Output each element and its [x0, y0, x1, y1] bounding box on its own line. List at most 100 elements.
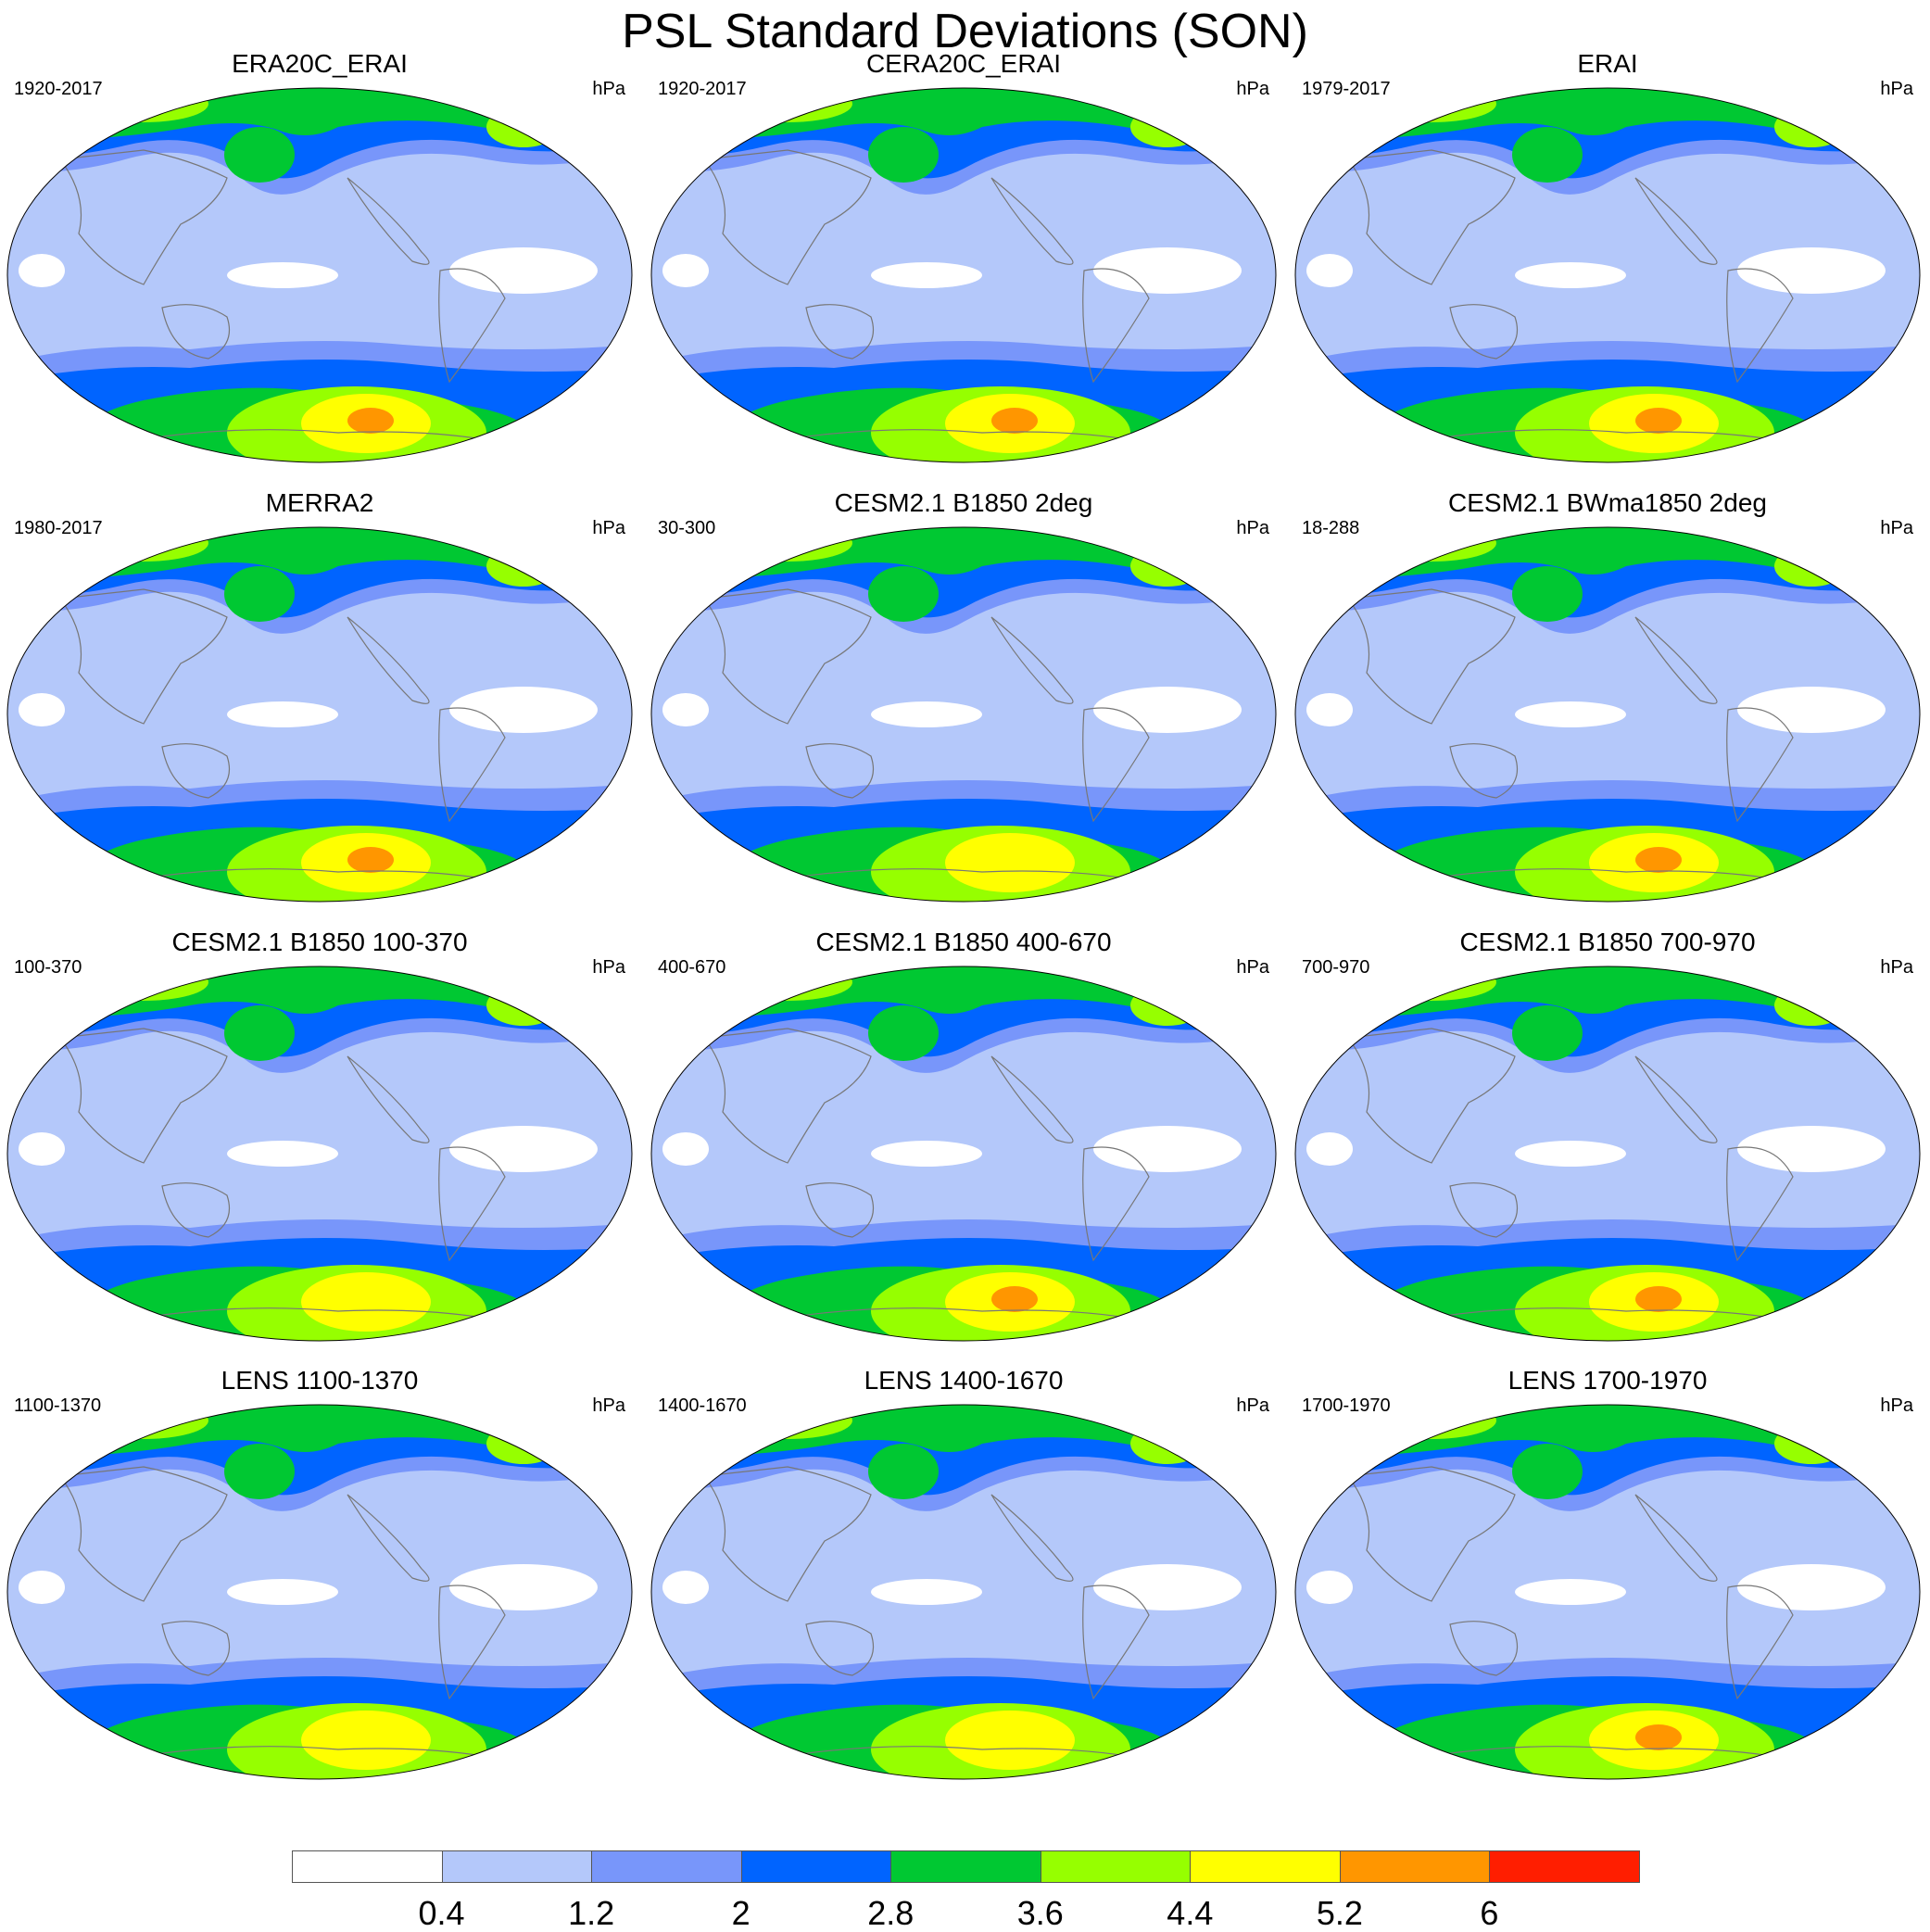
contour-band	[991, 1286, 1038, 1312]
contour-band	[449, 247, 598, 294]
panel-title: CESM2.1 B1850 700-970	[1459, 928, 1756, 956]
map-border	[650, 1404, 1277, 1780]
asia-outline	[1346, 1466, 1516, 1602]
contour-band	[1306, 1571, 1353, 1604]
world-map	[6, 966, 633, 1342]
contour-band	[19, 254, 65, 287]
contour-band	[723, 88, 852, 122]
contour-band	[1635, 847, 1682, 873]
colorbar-cell	[740, 1850, 892, 1883]
contour-band	[7, 88, 632, 141]
contour-band	[79, 88, 208, 122]
contour-band	[1737, 1564, 1886, 1610]
contour-band	[1367, 966, 1496, 1001]
contour-band	[1093, 1564, 1242, 1610]
contour-band	[662, 693, 709, 726]
contour-band	[19, 1132, 65, 1166]
contour-band	[1295, 527, 1920, 580]
panel-period: 18-288	[1302, 518, 1360, 538]
colorbar-label: 1.2	[568, 1894, 615, 1932]
coastlines	[58, 1028, 524, 1326]
antarctica-outline	[124, 1746, 524, 1764]
coastlines	[1346, 588, 1812, 887]
asia-outline	[702, 588, 872, 725]
contour-band	[945, 833, 1075, 892]
panel-period: 1920-2017	[658, 79, 747, 99]
panel-period: 1100-1370	[14, 1395, 102, 1416]
south-america-outline	[1726, 1146, 1794, 1262]
coastlines	[702, 1028, 1168, 1326]
contour-band	[651, 88, 1276, 141]
contour-band	[120, 1411, 167, 1426]
panel-period: 700-970	[1302, 957, 1370, 978]
contour-band	[301, 1711, 431, 1770]
contour-band	[486, 985, 561, 1026]
panel-title: LENS 1400-1670	[864, 1366, 1064, 1395]
antarctica-outline	[124, 868, 524, 887]
panel-units: hPa	[1236, 79, 1269, 99]
contour-band	[19, 693, 65, 726]
panel-units: hPa	[592, 79, 625, 99]
contour-band	[1515, 701, 1626, 727]
contour-band	[868, 566, 939, 622]
map-panel: CESM2.1 B1850 100-370 100-370 hPa	[5, 927, 635, 1344]
contour-band	[991, 408, 1038, 434]
contour-band	[79, 527, 208, 562]
contour-band	[1130, 1423, 1205, 1464]
contour-band	[651, 527, 1276, 580]
australia-outline	[1449, 743, 1519, 799]
colorbar-cell	[292, 1850, 443, 1883]
panel-period: 30-300	[658, 518, 716, 538]
map-panel: CESM2.1 B1850 400-670 400-670 hPa	[649, 927, 1279, 1344]
antarctica-outline	[1412, 429, 1812, 448]
world-map	[6, 87, 633, 463]
australia-outline	[805, 304, 875, 360]
south-america-outline	[1726, 268, 1794, 384]
north-america-outline	[990, 616, 1074, 704]
panel-title: ERAI	[1577, 49, 1638, 78]
world-map	[650, 966, 1277, 1342]
contour-band	[1093, 687, 1242, 733]
antarctica-outline	[1412, 868, 1812, 887]
antarctica-outline	[1412, 1307, 1812, 1326]
contour-band	[1408, 973, 1455, 988]
panel-units: hPa	[1880, 957, 1913, 978]
map-border	[6, 87, 633, 463]
map-panel: LENS 1400-1670 1400-1670 hPa	[649, 1365, 1279, 1782]
panel-title: CESM2.1 B1850 400-670	[815, 928, 1112, 956]
contour-band	[7, 966, 632, 1019]
world-map	[6, 526, 633, 903]
australia-outline	[1449, 304, 1519, 360]
asia-outline	[1346, 1028, 1516, 1164]
panel-units: hPa	[1236, 1395, 1269, 1416]
contour-band	[1635, 1286, 1682, 1312]
contour-band	[449, 1126, 598, 1172]
coastlines	[58, 149, 524, 448]
south-america-outline	[438, 1146, 506, 1262]
asia-outline	[1346, 149, 1516, 285]
map-panel: MERRA2 1980-2017 hPa	[5, 487, 635, 904]
australia-outline	[805, 1182, 875, 1238]
north-america-outline	[1634, 616, 1718, 704]
contour-band	[486, 107, 561, 147]
antarctica-outline	[768, 868, 1168, 887]
panel-period: 1700-1970	[1302, 1395, 1391, 1416]
asia-outline	[58, 588, 228, 725]
coastlines	[702, 1466, 1168, 1764]
contour-band	[1635, 1724, 1682, 1750]
north-america-outline	[347, 1055, 430, 1143]
colorbar-cell	[1489, 1850, 1640, 1883]
contour-band	[764, 973, 811, 988]
colorbar-label: 5.2	[1316, 1894, 1363, 1932]
panel-title: LENS 1100-1370	[221, 1366, 419, 1395]
contour-band	[868, 1444, 939, 1499]
map-border	[6, 1404, 633, 1780]
panel-period: 1920-2017	[14, 79, 103, 99]
panel-period: 1979-2017	[1302, 79, 1391, 99]
australia-outline	[1449, 1621, 1519, 1676]
contour-band	[1774, 546, 1848, 587]
south-america-outline	[1082, 707, 1150, 823]
world-map	[1294, 87, 1921, 463]
map-border	[1294, 966, 1921, 1342]
asia-outline	[58, 149, 228, 285]
